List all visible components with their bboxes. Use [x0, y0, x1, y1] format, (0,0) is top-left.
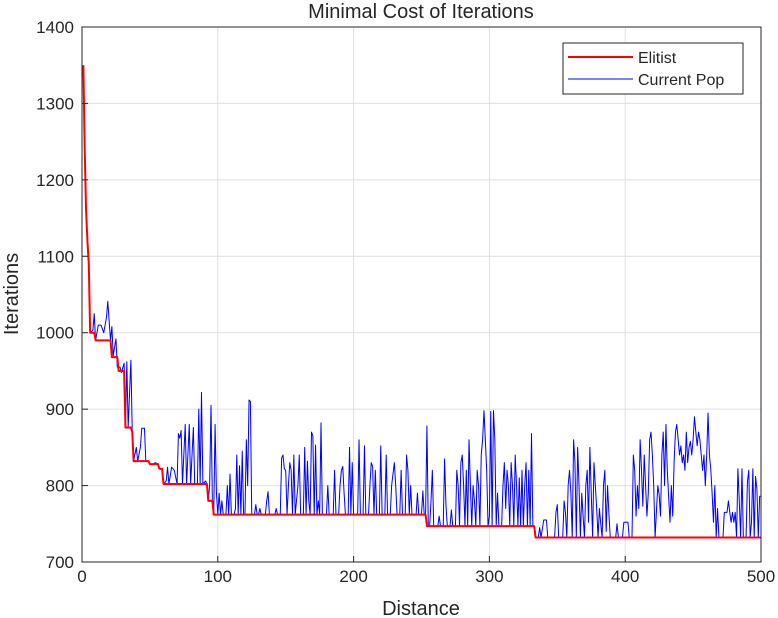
x-axis-title: Distance — [382, 598, 460, 618]
y-tick-label: 1200 — [36, 171, 74, 190]
y-tick-label: 1300 — [36, 94, 74, 113]
x-tick-label: 200 — [339, 567, 367, 586]
y-tick-label: 900 — [46, 400, 74, 419]
y-tick-label: 700 — [46, 553, 74, 572]
y-axis-title: Iterations — [1, 253, 23, 335]
legend-box — [562, 42, 744, 95]
axis-ticks — [81, 26, 762, 563]
series-line-elitist — [82, 65, 761, 539]
legend: Elitist Current Pop — [562, 42, 744, 95]
y-tick-label: 1100 — [37, 247, 74, 266]
series-lines — [82, 65, 761, 539]
legend-label-elitist: Elitist — [638, 50, 677, 67]
chart-title: Minimal Cost of Iterations — [308, 1, 534, 23]
y-tick-label: 800 — [46, 477, 74, 496]
x-tick-label: 500 — [747, 567, 775, 586]
x-tick-label: 0 — [77, 567, 86, 586]
plot-area — [82, 27, 761, 562]
y-tick-label: 1400 — [36, 18, 74, 37]
y-tick-label: 1000 — [36, 324, 74, 343]
legend-label-current-pop: Current Pop — [638, 72, 724, 89]
x-tick-label: 100 — [204, 567, 232, 586]
plot-frame — [81, 26, 762, 563]
x-tick-label: 300 — [475, 567, 503, 586]
x-tick-label: 400 — [611, 567, 639, 586]
